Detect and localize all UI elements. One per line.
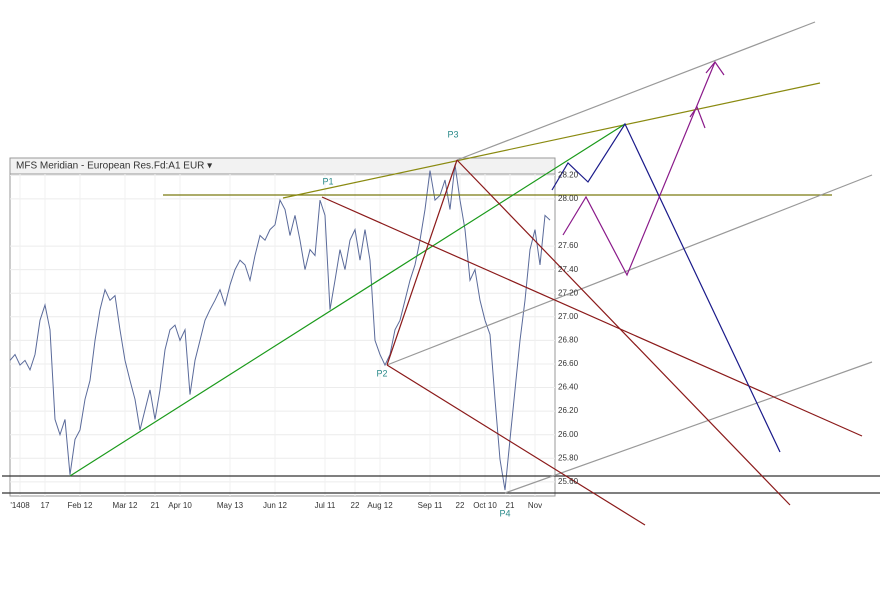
y-tick-label: 27.00 (558, 312, 579, 321)
x-tick-label: Nov (528, 501, 542, 510)
y-tick-label: 28.20 (558, 170, 579, 179)
projection-path (562, 61, 716, 277)
data-layer (9, 164, 551, 491)
drawings (2, 21, 880, 526)
trend-line (282, 82, 821, 199)
x-tick-label: 22 (456, 501, 465, 510)
plot-frame (9, 157, 556, 497)
point-label: P2 (376, 368, 387, 378)
x-tick-label: Mar 12 (113, 501, 138, 510)
y-tick-label: 26.40 (558, 383, 579, 392)
x-tick-label: 22 (351, 501, 360, 510)
chart-title[interactable]: MFS Meridian - European Res.Fd:A1 EUR ▾ (16, 161, 212, 172)
x-tick-label: May 13 (217, 501, 244, 510)
fork-line (456, 159, 791, 506)
fork-line (456, 21, 816, 161)
x-tick-label: 17 (41, 501, 50, 510)
x-tick-label: Apr 10 (168, 501, 192, 510)
fork-line (386, 159, 458, 366)
point-label: P3 (447, 129, 458, 139)
fork-line (386, 364, 646, 526)
y-tick-label: 27.40 (558, 265, 579, 274)
x-tick-label: 21 (151, 501, 160, 510)
y-tick-label: 25.60 (558, 477, 579, 486)
y-tick-label: 26.80 (558, 335, 579, 344)
x-tick-label: Aug 12 (367, 501, 393, 510)
y-tick-label: 26.60 (558, 359, 579, 368)
x-tick-label: 21 (506, 501, 515, 510)
arrow-head (705, 61, 725, 76)
y-tick-label: 26.20 (558, 406, 579, 415)
y-tick-label: 28.00 (558, 194, 579, 203)
y-tick-label: 25.80 (558, 453, 579, 462)
point-label: P4 (499, 508, 510, 518)
fork-line (504, 361, 873, 494)
y-tick-label: 27.60 (558, 241, 579, 250)
grid (10, 174, 555, 496)
x-tick-label: Jul 11 (315, 501, 336, 510)
fork-line (321, 196, 863, 437)
x-tick-label: Oct 10 (473, 501, 497, 510)
y-tick-label: 27.20 (558, 288, 579, 297)
chart-header (9, 157, 556, 175)
price-line (9, 164, 551, 491)
projection-path (551, 122, 781, 453)
trend-line (69, 123, 626, 477)
x-tick-label: Feb 12 (68, 501, 93, 510)
x-tick-label: '1408 (10, 501, 30, 510)
x-tick-label: Sep 11 (418, 501, 443, 510)
x-tick-label: Jun 12 (263, 501, 288, 510)
y-tick-label: 26.00 (558, 430, 579, 439)
point-label: P1 (322, 176, 333, 186)
arrow-head (689, 105, 706, 129)
